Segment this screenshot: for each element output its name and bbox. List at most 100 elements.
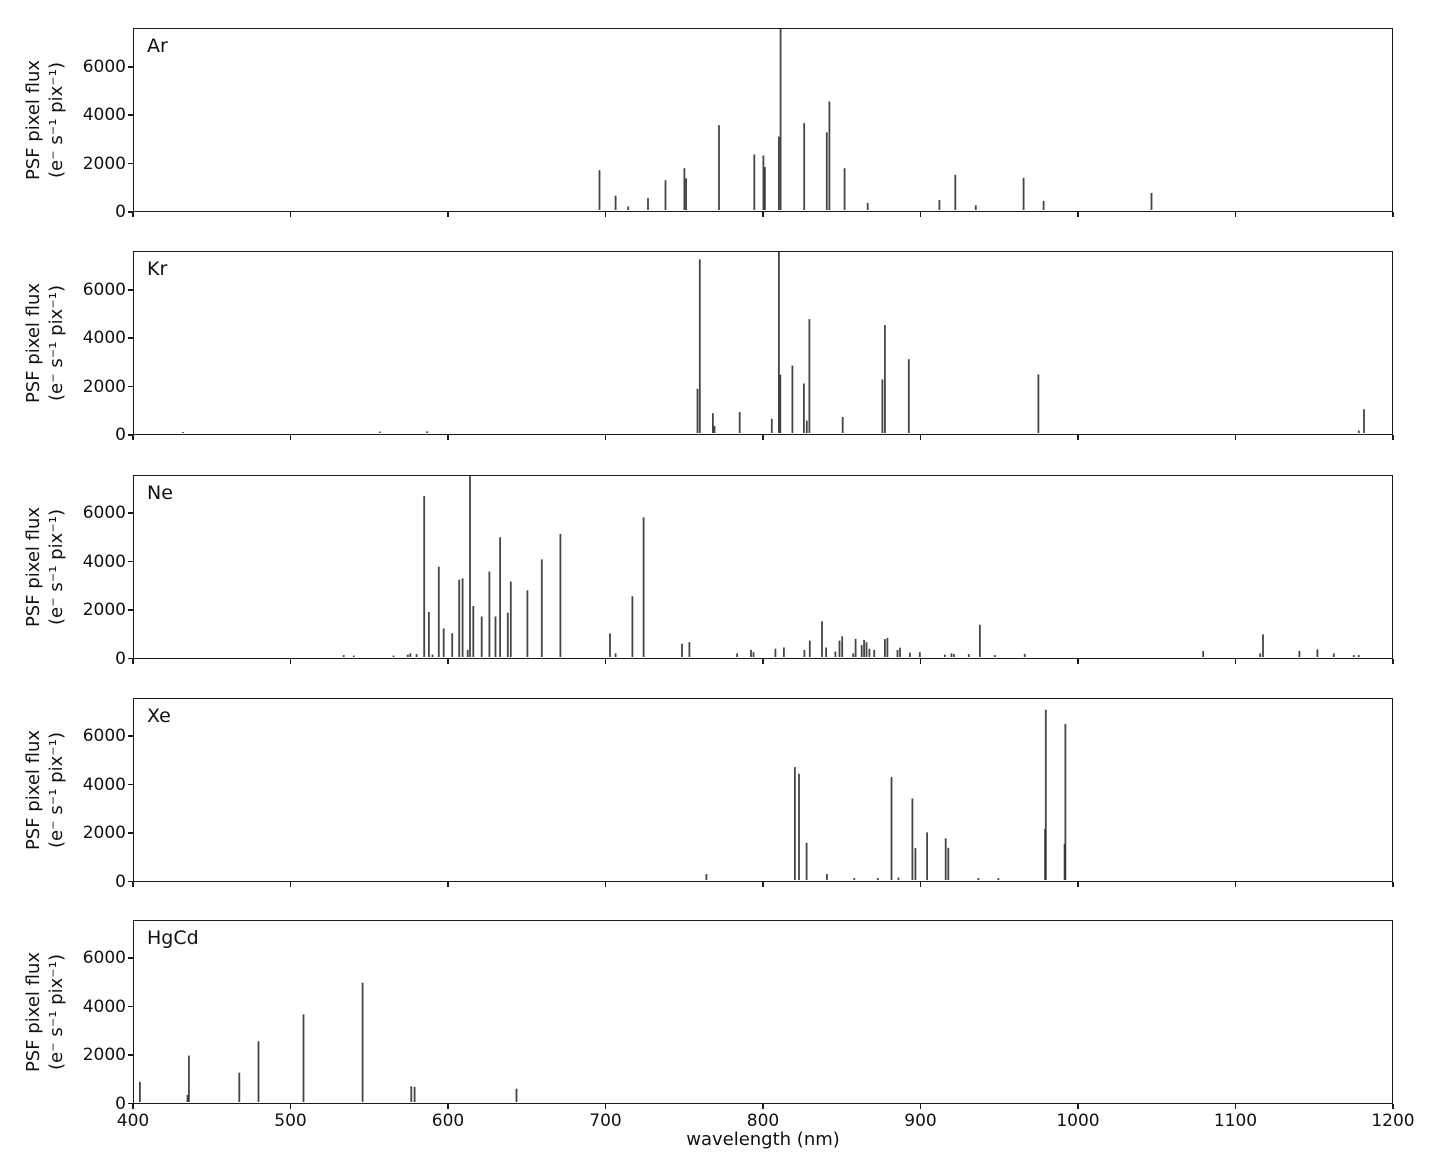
y-tick-mark (128, 385, 133, 388)
x-tick-mark (132, 1103, 134, 1109)
y-tick-label-hgcd-4000: 4000 (82, 996, 126, 1017)
y-axis-label-line1: PSF pixel flux (23, 506, 44, 627)
plot-area-xe: Xe (133, 697, 1393, 882)
x-tick-mark (919, 881, 922, 887)
y-tick-mark (128, 337, 133, 339)
x-tick-mark (132, 658, 134, 664)
x-tick-mark (447, 658, 449, 664)
y-tick-mark (128, 211, 133, 213)
y-axis-label-line1: PSF pixel flux (23, 282, 44, 404)
x-tick-mark (289, 212, 292, 217)
x-tick-mark (604, 435, 607, 440)
y-tick-mark (128, 609, 133, 611)
panel-label-hgcd: HgCd (147, 926, 199, 949)
spectrum-lines-hgcd (139, 982, 518, 1102)
y-tick-label-ar-0: 0 (115, 202, 126, 222)
panel-hgcd: PSF pixel flux (e⁻ s⁻¹ pix⁻¹) HgCd (0, 919, 1440, 1104)
x-tick-mark (1077, 881, 1079, 887)
y-tick-mark (128, 162, 133, 165)
y-tick-label-kr-0: 0 (115, 425, 126, 445)
x-tick-mark (919, 658, 922, 664)
y-tick-mark (128, 512, 133, 515)
x-tick-mark (1234, 435, 1237, 440)
panel-kr: PSF pixel flux (e⁻ s⁻¹ pix⁻¹) Kr (0, 251, 1440, 435)
x-tick-mark (1077, 435, 1079, 440)
y-tick-label-kr-4000: 4000 (82, 328, 126, 349)
plot-area-ne: Ne (133, 474, 1393, 659)
y-tick-mark (128, 735, 133, 738)
x-tick-label-1100: 1100 (1213, 1111, 1258, 1131)
x-tick-label-1000: 1000 (1056, 1111, 1100, 1131)
spectrum-lines-xe (705, 709, 1067, 880)
x-tick-mark (762, 658, 764, 664)
y-tick-mark (128, 783, 133, 786)
x-tick-mark (604, 658, 607, 664)
x-tick-label-1200: 1200 (1371, 1111, 1415, 1131)
spectrum-lines-ne (342, 475, 1360, 657)
x-tick-mark (604, 881, 607, 887)
plot-area-hgcd: HgCd (133, 919, 1393, 1104)
y-axis-label-line1: PSF pixel flux (23, 729, 44, 850)
x-tick-label-900: 900 (904, 1111, 937, 1131)
x-tick-mark (1077, 1103, 1079, 1109)
x-tick-mark (1077, 658, 1079, 664)
x-tick-mark (289, 1103, 292, 1109)
x-tick-mark (289, 435, 292, 440)
y-tick-label-ne-0: 0 (115, 648, 126, 669)
y-tick-label-ar-4000: 4000 (82, 105, 126, 126)
panel-label-ne: Ne (147, 481, 173, 504)
x-tick-mark (1234, 1103, 1237, 1109)
x-tick-mark (132, 435, 134, 440)
x-tick-mark (762, 212, 764, 217)
y-tick-mark (128, 957, 133, 960)
plot-area-kr: Kr (133, 251, 1393, 435)
x-tick-mark (1234, 212, 1237, 217)
panel-label-xe: Xe (147, 704, 171, 727)
y-tick-label-ne-2000: 2000 (82, 600, 126, 621)
x-tick-mark (289, 658, 292, 664)
x-tick-mark (132, 881, 134, 887)
plot-area-ar: Ar (133, 28, 1393, 212)
x-tick-mark (1392, 435, 1394, 440)
y-tick-label-xe-0: 0 (115, 871, 126, 892)
y-tick-label-kr-2000: 2000 (82, 376, 126, 397)
x-tick-mark (132, 212, 134, 217)
y-tick-label-ne-4000: 4000 (82, 551, 126, 572)
x-tick-mark (447, 212, 449, 217)
x-tick-mark (447, 1103, 449, 1109)
x-tick-mark (447, 435, 449, 440)
y-tick-label-hgcd-6000: 6000 (82, 948, 126, 969)
y-tick-mark (128, 1005, 133, 1008)
x-tick-mark (919, 1103, 922, 1109)
x-tick-mark (762, 881, 764, 887)
x-tick-label-400: 400 (116, 1111, 150, 1131)
y-tick-label-ar-6000: 6000 (82, 56, 126, 77)
y-tick-mark (128, 1054, 133, 1056)
y-tick-mark (128, 434, 133, 436)
x-tick-mark (1392, 1103, 1394, 1109)
y-tick-mark (128, 65, 133, 68)
y-tick-mark (128, 1102, 133, 1105)
y-tick-mark (128, 832, 133, 834)
spectrum-lines-ar (598, 29, 1153, 210)
y-tick-label-hgcd-0: 0 (115, 1093, 126, 1114)
x-tick-mark (1392, 212, 1394, 217)
x-tick-mark (762, 1103, 764, 1109)
x-tick-mark (1392, 881, 1394, 887)
panel-xe: PSF pixel flux (e⁻ s⁻¹ pix⁻¹) Xe (0, 697, 1440, 882)
x-axis-label: wavelength (nm) (686, 1129, 840, 1150)
x-tick-mark (447, 881, 449, 887)
panel-ar: PSF pixel flux (e⁻ s⁻¹ pix⁻¹) Ar (0, 28, 1440, 212)
x-tick-mark (604, 1103, 607, 1109)
y-tick-label-xe-6000: 6000 (82, 726, 126, 747)
y-tick-mark (128, 657, 133, 660)
y-tick-mark (128, 880, 133, 883)
x-tick-mark (762, 435, 764, 440)
x-tick-mark (919, 435, 922, 440)
y-axis-label-line1: PSF pixel flux (23, 59, 44, 181)
y-tick-label-ne-6000: 6000 (82, 503, 126, 524)
y-axis-label-line1: PSF pixel flux (23, 951, 44, 1072)
panel-ne: PSF pixel flux (e⁻ s⁻¹ pix⁻¹) Ne (0, 474, 1440, 659)
x-tick-mark (1234, 658, 1237, 664)
